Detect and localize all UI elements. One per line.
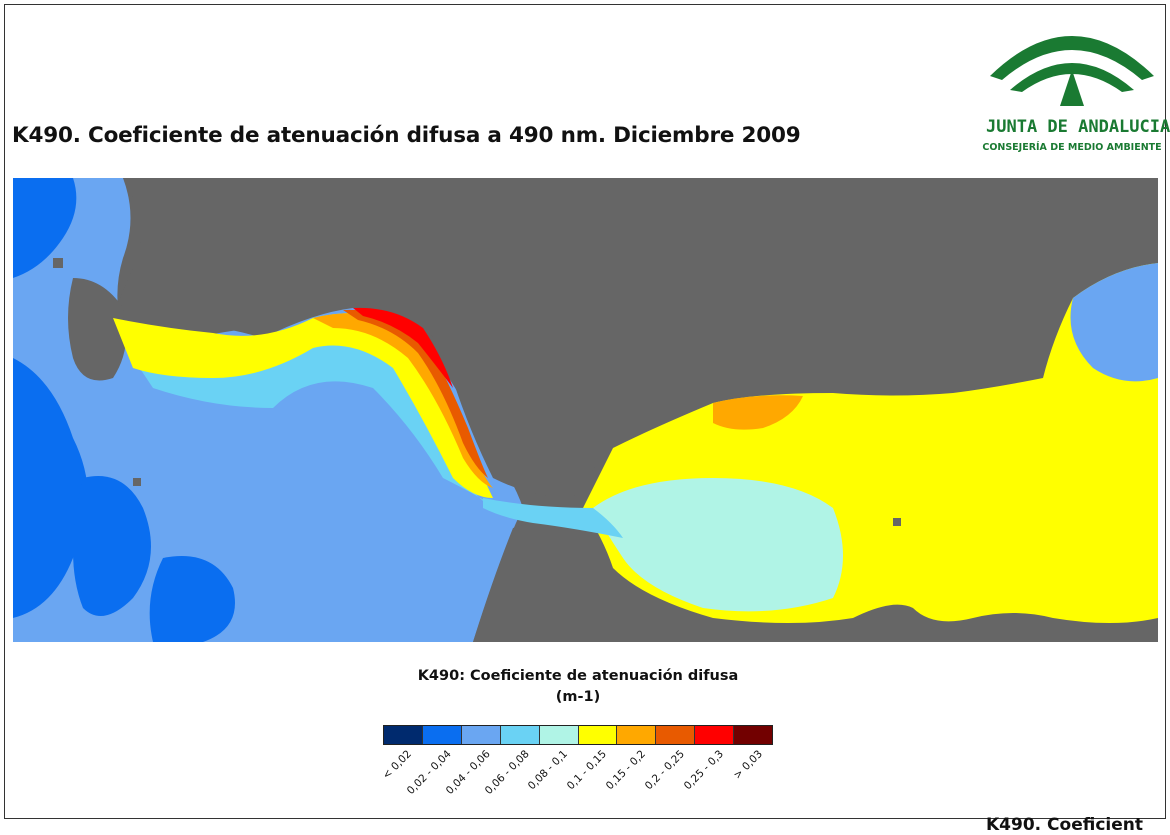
coastal-band-orange: [313, 313, 493, 488]
legend-swatch: [734, 726, 773, 744]
legend-title-line2: (m-1): [555, 689, 601, 705]
logo-main-text: JUNTA DE ANDALUCIA: [986, 117, 1170, 137]
legend-tick-label: 0,08 - 0,1: [526, 748, 571, 793]
legend-tick-label: 0,1 - 0,15: [565, 748, 610, 793]
coastal-band-red: [343, 309, 488, 478]
map-title: K490. Coeficiente de atenuación difusa a…: [12, 123, 801, 148]
legend-swatch: [656, 726, 696, 744]
junta-andalucia-logo: JUNTA DE ANDALUCIA CONSEJERÍA DE MEDIO A…: [982, 14, 1170, 160]
legend-swatch: [461, 726, 501, 744]
legend-tick-label: 0,2 - 0,25: [643, 748, 688, 793]
land-africa: [473, 508, 1158, 642]
legend-tick-label: > 0,03: [731, 748, 766, 782]
legend-swatch: [539, 726, 579, 744]
deep-water-patch: [149, 556, 235, 642]
legend-tick-labels: < 0,02 0,02 - 0,04 0,04 - 0,06 0,06 - 0,08 0…: [380, 748, 773, 808]
land-iberia: [113, 178, 1158, 498]
legend-swatch: [384, 726, 423, 744]
legend-title-line1: K490: Coeficiente de atenuación difusa: [417, 668, 739, 684]
ne-blue-patch: [1070, 263, 1158, 382]
deep-water-patch: [13, 178, 77, 278]
legend-tick-label: < 0,02: [380, 748, 415, 782]
k490-map: [13, 178, 1158, 642]
legend-tick-label: 0,15 - 0,2: [604, 748, 649, 793]
land-cape: [68, 278, 127, 381]
legend-swatch: [617, 726, 657, 744]
logo-sub-text: CONSEJERÍA DE MEDIO AMBIENTE: [982, 142, 1162, 153]
footer-cut-text: K490. Coeficient: [986, 815, 1143, 835]
legend-swatch: [422, 726, 462, 744]
alboran-cyan: [593, 478, 843, 612]
coastal-band-yellow: [113, 313, 493, 498]
legend-title: K490: Coeficiente de atenuación difusa (…: [383, 666, 773, 708]
legend-tick-label: 0,25 - 0,3: [682, 748, 727, 793]
legend-swatch: [500, 726, 540, 744]
legend-swatch: [578, 726, 618, 744]
deep-water-patch: [13, 358, 88, 618]
legend-color-bar: [383, 725, 773, 745]
legend-swatch: [695, 726, 735, 744]
strait-cyan: [483, 498, 623, 538]
logo-arches-icon: [990, 36, 1154, 106]
alboran-orange-patch: [713, 395, 803, 430]
deep-water-patch: [73, 476, 151, 616]
coastal-band-darkred: [353, 307, 453, 388]
